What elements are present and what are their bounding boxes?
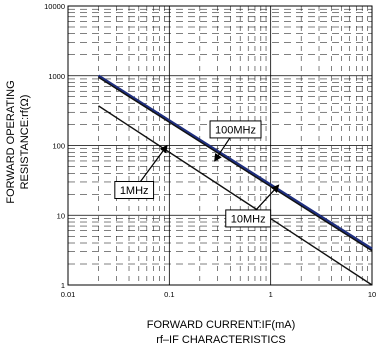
x-tick-label: 0.01 [61, 290, 76, 299]
y-tick-labels: 1 10 100 1000 10000 [44, 2, 65, 290]
annotation-box-10mhz [225, 209, 272, 228]
series-line-10mhz [98, 76, 373, 252]
annotation-box-100mhz [209, 120, 262, 139]
y-tick-label: 1000 [48, 72, 65, 81]
x-tick-label: 10 [368, 290, 376, 299]
annotation-arrow-1mhz [139, 144, 168, 182]
x-tick-label: 0.1 [164, 290, 174, 299]
x-axis-title: FORWARD CURRENT:IF(mA) [147, 319, 296, 331]
y-tick-label: 1 [61, 281, 65, 290]
y-tick-label: 10000 [44, 2, 65, 11]
annotation-label-1mhz: 1MHz [120, 185, 149, 197]
chart-caption: rf–IF CHARACTERISTICS [156, 334, 286, 346]
y-axis-title-line-2: RESISTANCE:rf(Ω) [19, 95, 31, 190]
annotation-1mhz: 1MHz [114, 144, 168, 200]
annotation-box-1mhz [114, 181, 155, 200]
annotation-label-100mhz: 100MHz [215, 124, 256, 136]
annotation-arrow-100mhz [214, 137, 231, 162]
annotation-layer: 100MHz 1MHz 10MHz [114, 120, 280, 228]
y-tick-label: 100 [52, 142, 65, 151]
series-line-100mhz [97, 74, 373, 250]
x-tick-label: 1 [269, 290, 273, 299]
plot-frame [67, 5, 373, 286]
annotation-arrow-10mhz [255, 184, 280, 211]
annotation-label-10mhz: 10MHz [231, 213, 266, 225]
x-tick-labels: 0.01 0.1 1 10 [61, 290, 376, 299]
annotation-10mhz: 10MHz [225, 184, 280, 228]
y-axis-title-line-1: FORWARD OPERATING [5, 80, 17, 203]
y-tick-label: 10 [57, 211, 65, 220]
annotation-100mhz: 100MHz [209, 120, 262, 162]
series-layer [97, 74, 373, 286]
series-line-1mhz [98, 105, 373, 286]
